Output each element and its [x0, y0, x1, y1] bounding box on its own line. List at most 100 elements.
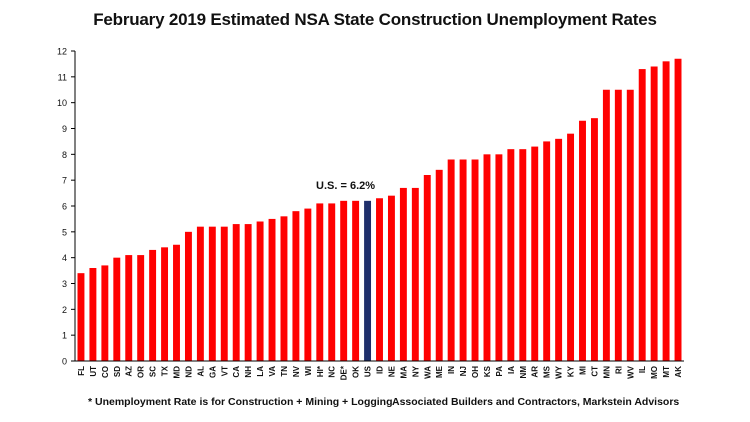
bar	[471, 159, 479, 361]
bar	[161, 247, 169, 361]
bar	[220, 226, 228, 361]
bar	[352, 200, 360, 361]
x-tick-label: CT	[590, 366, 599, 377]
x-tick-label: RI	[614, 366, 623, 374]
x-tick-label: IN	[447, 366, 456, 374]
bar	[459, 159, 467, 361]
x-tick-label: WY	[555, 365, 564, 379]
y-tick-label: 2	[62, 305, 67, 315]
x-tick-label: MA	[399, 366, 408, 379]
bar	[447, 159, 455, 361]
bar	[232, 224, 240, 361]
bar	[340, 200, 348, 361]
x-tick-label: OR	[137, 366, 146, 378]
bar	[555, 138, 563, 361]
bar	[196, 226, 204, 361]
bar	[638, 69, 646, 361]
x-tick-label: VT	[220, 366, 229, 376]
bar	[579, 120, 586, 361]
x-tick-label: WI	[304, 366, 313, 376]
x-tick-label: MI	[579, 366, 588, 375]
bar	[399, 187, 407, 361]
y-tick-label: 11	[58, 72, 67, 82]
source-credit: Associated Builders and Contractors, Mar…	[392, 396, 680, 408]
bar	[602, 89, 610, 361]
bar	[650, 66, 658, 361]
bar	[531, 146, 539, 361]
bar	[173, 244, 180, 361]
x-tick-label: GA	[208, 366, 217, 378]
x-tick-label: IA	[507, 366, 516, 374]
y-tick-label: 1	[62, 331, 67, 341]
y-tick-label: 3	[62, 279, 67, 289]
bar	[614, 89, 622, 361]
bar	[483, 154, 491, 361]
x-tick-label: NC	[328, 366, 337, 378]
bar	[304, 208, 312, 361]
y-tick-label: 10	[57, 98, 67, 108]
x-tick-label: TX	[161, 365, 170, 376]
x-axis: FL UT CO SD AZ OR SC TX MD ND AL GA VT CA NH LA VA TN NV WI…	[75, 360, 684, 380]
bar	[411, 187, 419, 361]
bar	[316, 203, 324, 361]
bar	[149, 249, 157, 361]
x-tick-label: AL	[196, 366, 205, 377]
bar	[256, 221, 264, 361]
bar	[101, 265, 109, 361]
x-tick-label: US	[364, 365, 373, 377]
bar	[208, 226, 216, 361]
x-tick-label: DE*	[340, 365, 349, 380]
bar	[280, 216, 288, 361]
bar	[662, 61, 670, 361]
y-tick-label: 8	[62, 150, 67, 160]
y-tick-label: 9	[62, 124, 67, 134]
y-tick-label: 7	[62, 176, 67, 186]
x-tick-label: LA	[256, 366, 265, 377]
x-tick-label: OH	[471, 366, 480, 378]
x-tick-label: OK	[352, 366, 361, 378]
bar	[435, 169, 443, 361]
bar	[77, 273, 85, 361]
bar	[184, 231, 192, 361]
x-tick-label: SD	[113, 366, 122, 377]
x-tick-label: NJ	[459, 366, 468, 376]
x-tick-label: ND	[184, 366, 193, 378]
x-tick-label: IL	[638, 366, 647, 373]
x-tick-label: MS	[543, 365, 552, 378]
x-tick-label: NV	[292, 365, 301, 377]
x-tick-label: SC	[149, 366, 158, 377]
y-tick-label: 6	[62, 202, 67, 212]
bar-us	[364, 200, 372, 361]
bar	[292, 211, 300, 361]
x-tick-label: NH	[244, 366, 253, 378]
bar	[423, 175, 431, 361]
bar	[519, 149, 527, 361]
bar	[125, 255, 133, 361]
us-annotation-label: U.S. = 6.2%	[316, 180, 375, 192]
bar	[626, 89, 634, 361]
x-tick-label: MD	[173, 366, 182, 379]
bar	[328, 203, 336, 361]
x-tick-label: KY	[567, 365, 576, 377]
y-tick-label: 12	[57, 47, 67, 57]
x-tick-label: AZ	[125, 366, 134, 377]
chart-title: February 2019 Estimated NSA State Constr…	[93, 10, 657, 29]
x-tick-label: ME	[435, 365, 444, 378]
x-tick-label: AR	[531, 366, 540, 378]
x-tick-label: WV	[626, 365, 635, 379]
x-tick-label: TN	[280, 366, 289, 377]
bar	[507, 149, 515, 361]
x-tick-label: CO	[101, 366, 110, 378]
bar	[89, 268, 97, 361]
bar	[244, 224, 252, 361]
bar	[590, 118, 598, 362]
bar	[268, 218, 276, 361]
x-tick-label: KS	[483, 365, 492, 377]
bar	[376, 198, 383, 361]
bar	[495, 154, 503, 361]
x-tick-label: PA	[495, 366, 504, 377]
bar	[567, 133, 575, 361]
y-tick-label: 4	[62, 253, 67, 263]
